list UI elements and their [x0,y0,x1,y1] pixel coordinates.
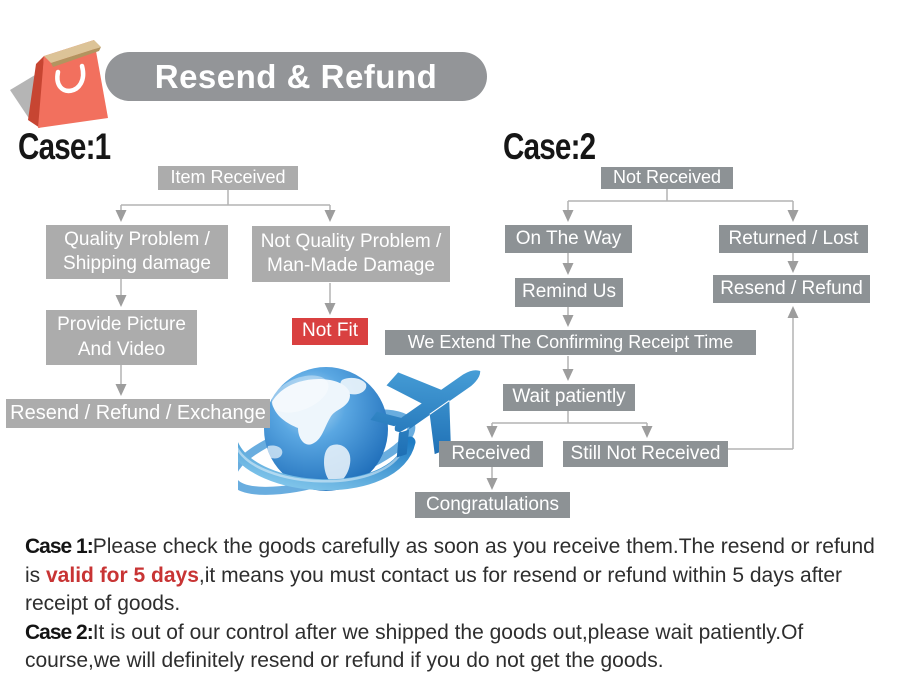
flow-box-not-received: Not Received [601,167,733,189]
page-title: Resend & Refund [154,57,438,95]
case1-note-text-before: Please check the goods carefully as soon… [25,535,875,587]
flow-box-still-not-received: Still Not Received [563,441,728,467]
shopping-bag-icon [10,40,108,128]
flow-box-not-quality-problem: Not Quality Problem / Man-Made Damage [252,226,450,282]
flow-box-returned-lost: Returned / Lost [719,225,868,253]
flow-box-quality-problem: Quality Problem / Shipping damage [46,225,228,279]
case1-note-text-after: ,it means you must contact us for resend… [25,563,843,616]
title-banner: Resend & Refund [105,52,487,101]
case1-note-highlight: valid for 5 days [46,563,199,587]
case2-note: Case 2:It is out of our control after we… [25,619,887,676]
flow-box-wait-patiently: Wait patiently [503,384,635,411]
case1-note: Case 1:Please check the goods carefully … [25,533,887,619]
flow-box-resend-refund-exchange: Resend / Refund / Exchange [6,399,270,428]
case2-heading: Case:2 [503,126,596,167]
case1-heading: Case:1 [18,126,111,167]
notes: Case 1:Please check the goods carefully … [25,533,887,676]
case2-note-label: Case 2: [25,620,94,644]
flow-box-not-fit: Not Fit [292,318,368,345]
globe-airplane-illustration [238,367,481,495]
flow-box-on-the-way: On The Way [505,225,632,253]
case2-note-text: It is out of our control after we shippe… [25,620,804,673]
flow-box-congratulations: Congratulations [415,492,570,518]
case1-note-label: Case 1: [25,535,94,558]
flow-box-received: Received [439,441,543,467]
flow-box-provide-picture: Provide Picture And Video [46,310,197,365]
flow-box-we-extend: We Extend The Confirming Receipt Time [385,330,756,355]
flow-box-resend-refund: Resend / Refund [713,275,870,303]
flow-box-item-received: Item Received [158,166,298,190]
flow-box-remind-us: Remind Us [515,278,623,307]
